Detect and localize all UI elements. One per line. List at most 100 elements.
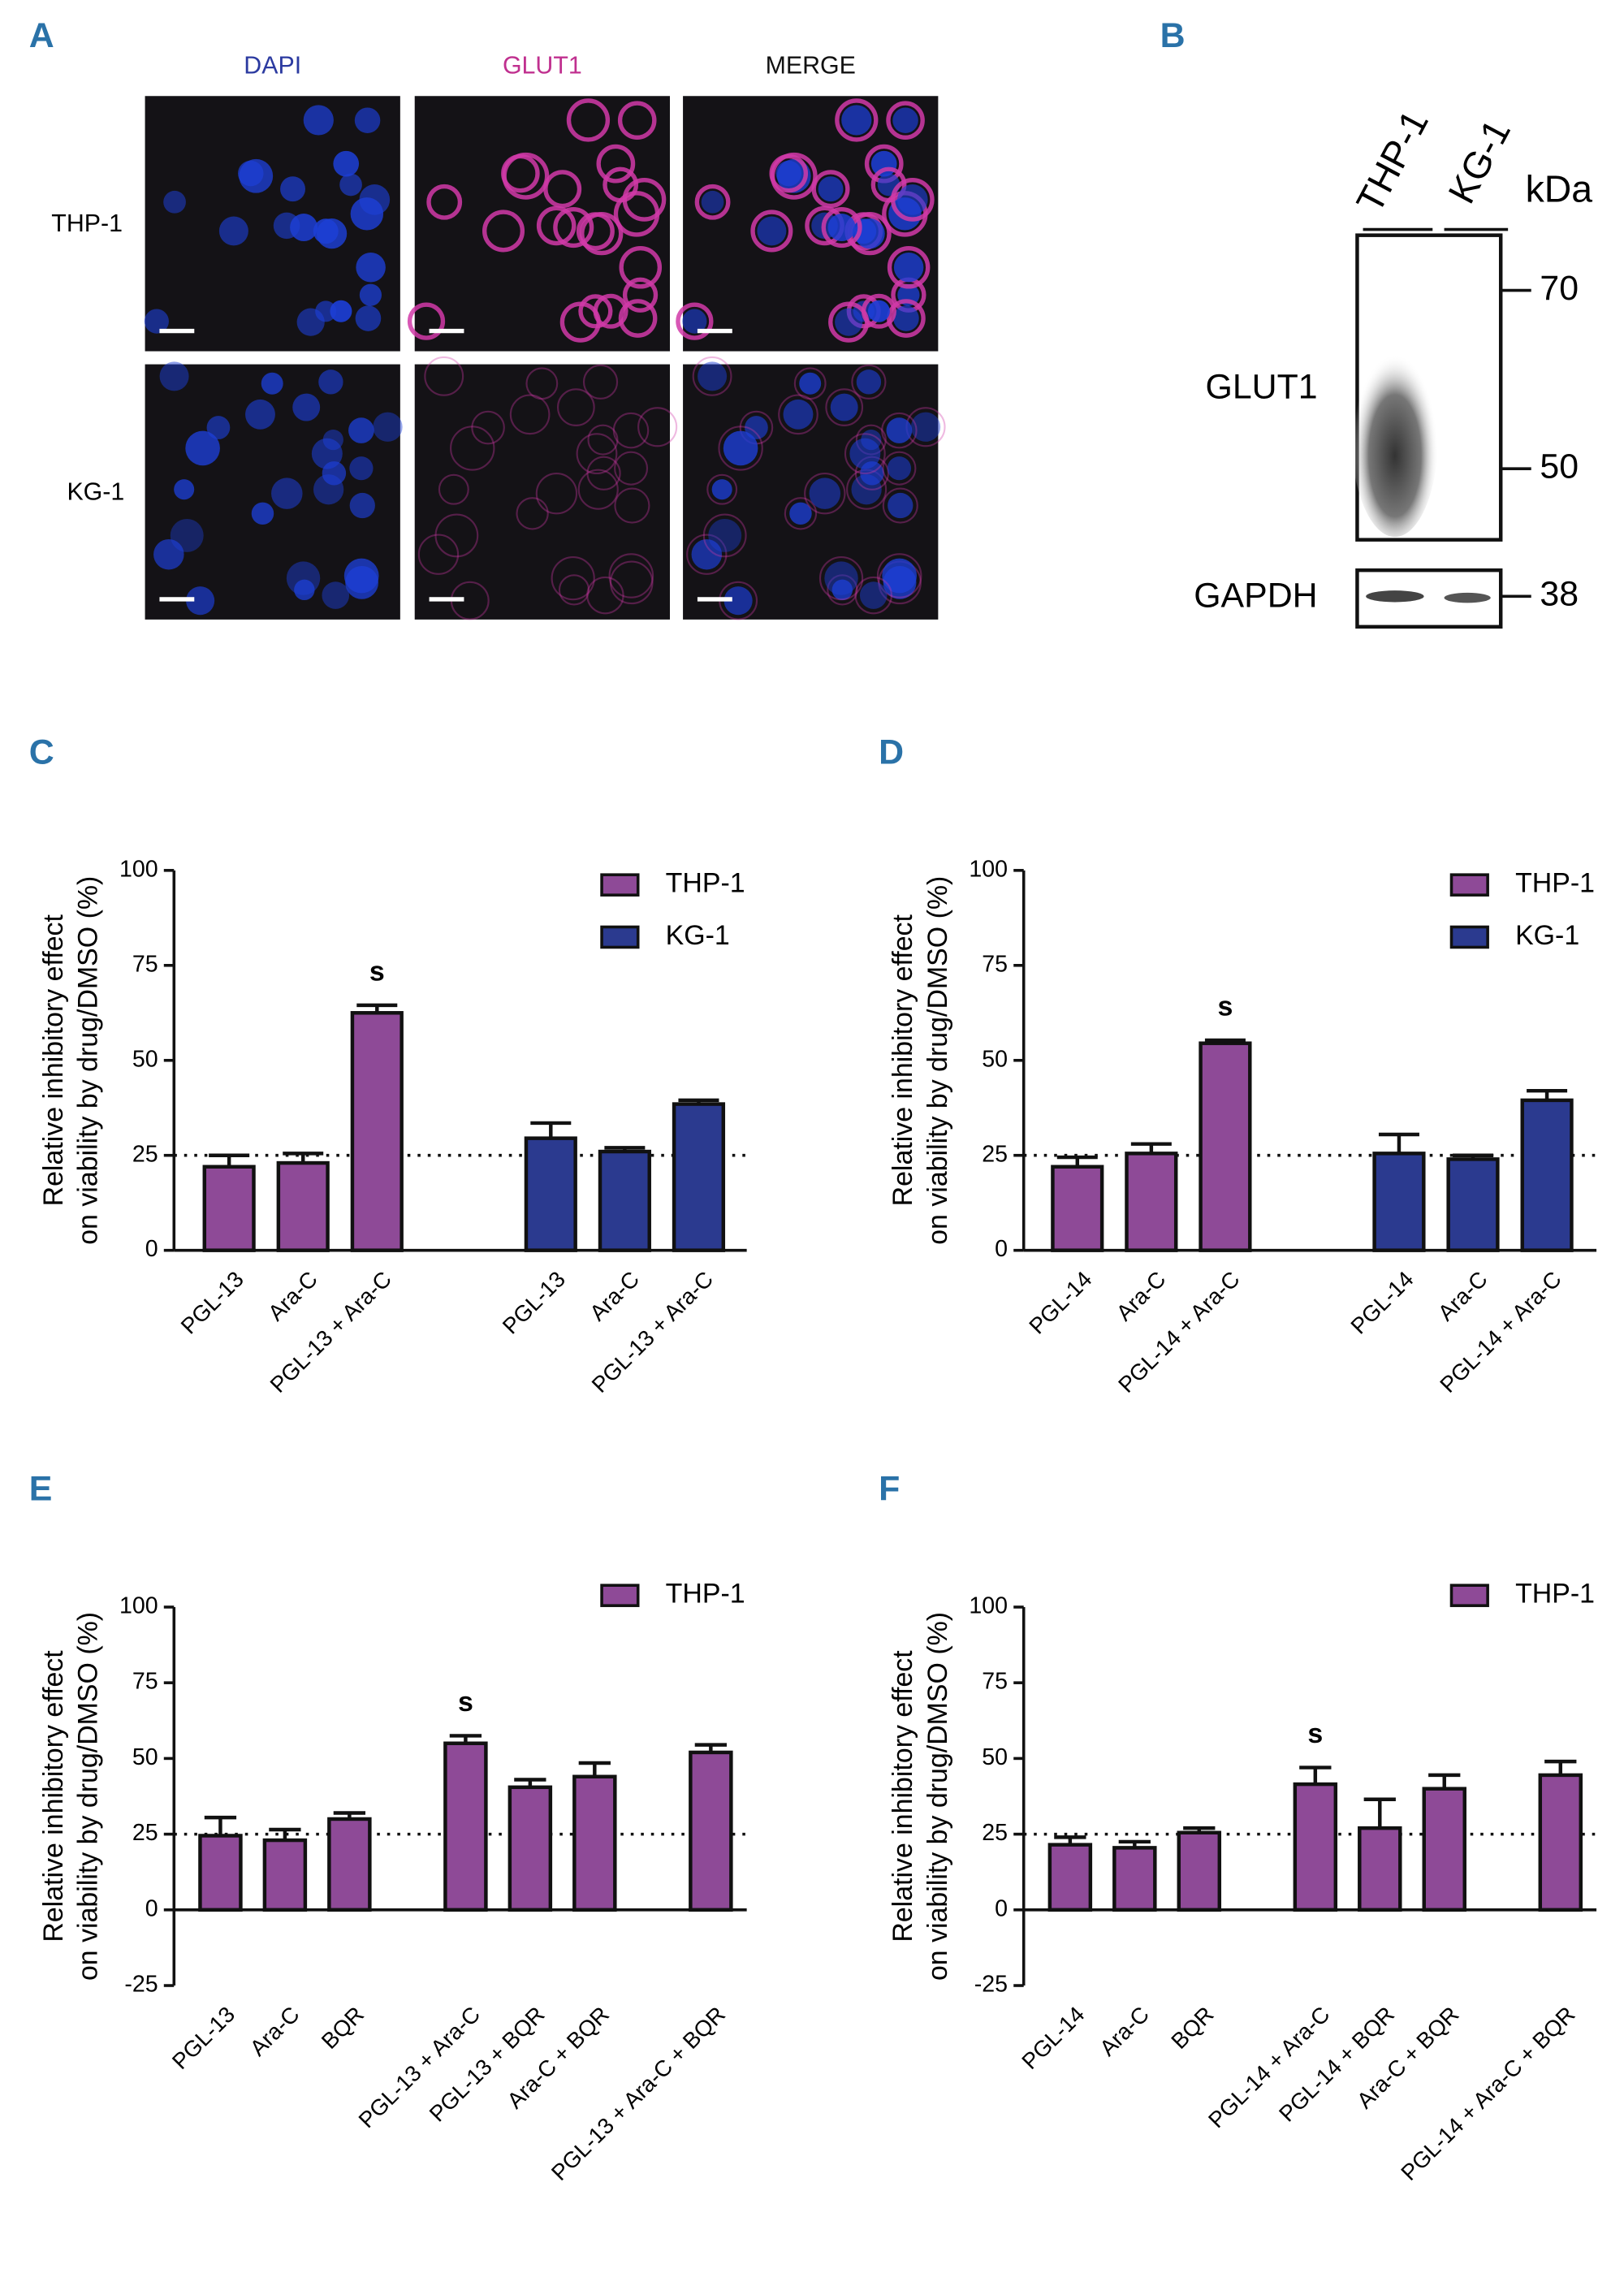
nucleus bbox=[261, 372, 283, 395]
error-bar bbox=[1527, 1088, 1568, 1100]
nucleus bbox=[886, 417, 913, 443]
micrograph bbox=[414, 364, 670, 620]
nucleus bbox=[691, 538, 723, 570]
membrane bbox=[551, 555, 595, 601]
membrane bbox=[861, 293, 896, 329]
error-bar bbox=[1378, 1132, 1419, 1154]
error-bar bbox=[1453, 1153, 1494, 1160]
y-tick-label: 100 bbox=[119, 856, 158, 882]
bar bbox=[508, 1785, 553, 1912]
row-title: KG-1 bbox=[67, 479, 124, 506]
membrane bbox=[471, 410, 505, 445]
marker-label: 70 bbox=[1540, 269, 1579, 308]
y-axis-label: Relative inhibitory effect bbox=[888, 914, 918, 1206]
nucleus bbox=[708, 518, 742, 552]
lane-label: THP-1 bbox=[1348, 103, 1436, 219]
row-title: THP-1 bbox=[51, 210, 123, 237]
nucleus bbox=[849, 438, 881, 469]
membrane bbox=[637, 407, 678, 447]
nucleus bbox=[783, 399, 814, 430]
membrane bbox=[692, 356, 732, 396]
nucleus bbox=[809, 478, 841, 509]
membrane bbox=[876, 553, 922, 598]
membrane bbox=[825, 388, 864, 426]
membrane bbox=[578, 294, 613, 329]
nucleus bbox=[835, 308, 863, 336]
bar bbox=[202, 1165, 256, 1252]
y-tick-label: 75 bbox=[982, 1669, 1008, 1695]
membrane bbox=[614, 487, 650, 524]
membrane bbox=[887, 299, 926, 338]
error-bar bbox=[356, 1003, 398, 1013]
membrane bbox=[509, 394, 551, 435]
nucleus bbox=[153, 538, 184, 570]
panel-label: E bbox=[29, 1469, 53, 1508]
y-axis-label: on viability by drug/DMSO (%) bbox=[73, 1612, 104, 1981]
nucleus bbox=[163, 190, 186, 214]
y-tick-label: 50 bbox=[982, 1046, 1008, 1072]
error-bar bbox=[1363, 1797, 1396, 1829]
legend-swatch bbox=[600, 873, 640, 897]
bar bbox=[350, 1011, 404, 1252]
y-axis-label: Relative inhibitory effect bbox=[888, 1650, 918, 1942]
bar bbox=[1538, 1773, 1583, 1912]
bar bbox=[572, 1774, 617, 1912]
nucleus bbox=[322, 581, 350, 609]
x-tick-label: Ara-C bbox=[263, 1266, 322, 1325]
y-tick-label: 75 bbox=[132, 951, 158, 977]
bar bbox=[1112, 1846, 1157, 1912]
bar bbox=[1125, 1152, 1178, 1252]
x-tick-label: Ara-C bbox=[245, 2002, 304, 2061]
error-bar bbox=[1056, 1155, 1098, 1167]
nucleus bbox=[311, 438, 343, 469]
panel-label: A bbox=[29, 16, 54, 55]
x-tick-label: Ara-C bbox=[1112, 1266, 1171, 1325]
nucleus bbox=[893, 305, 919, 331]
membrane bbox=[818, 555, 864, 601]
legend-label: THP-1 bbox=[666, 1579, 745, 1610]
membrane bbox=[543, 170, 582, 209]
bar bbox=[1199, 1041, 1252, 1252]
unit-label: kDa bbox=[1526, 167, 1593, 210]
membrane bbox=[854, 576, 892, 615]
membrane bbox=[676, 302, 714, 340]
x-tick-label: Ara-C bbox=[1433, 1266, 1492, 1325]
membrane bbox=[882, 487, 918, 524]
error-bar bbox=[269, 1827, 301, 1841]
nucleus bbox=[818, 176, 844, 202]
blot-band bbox=[1444, 592, 1491, 603]
membrane bbox=[516, 497, 549, 530]
nucleus bbox=[303, 105, 334, 136]
significance-label: s bbox=[369, 957, 385, 987]
nucleus bbox=[775, 160, 802, 187]
nucleus bbox=[290, 214, 318, 242]
nucleus bbox=[867, 300, 890, 322]
nucleus bbox=[185, 430, 220, 466]
membrane bbox=[608, 553, 654, 598]
nucleus bbox=[316, 218, 348, 249]
membrane bbox=[438, 473, 469, 505]
error-bar bbox=[1544, 1759, 1577, 1775]
bar bbox=[1358, 1826, 1402, 1912]
x-tick-label: PGL-13 bbox=[498, 1266, 570, 1338]
y-axis-label: on viability by drug/DMSO (%) bbox=[73, 876, 104, 1245]
nucleus bbox=[186, 586, 215, 616]
membrane bbox=[804, 472, 846, 515]
bar bbox=[262, 1838, 308, 1912]
nucleus bbox=[286, 561, 321, 595]
bar bbox=[689, 1750, 733, 1912]
error-bar bbox=[1118, 1839, 1151, 1848]
membrane bbox=[821, 206, 862, 248]
bar bbox=[1293, 1782, 1338, 1912]
y-tick-label: 0 bbox=[995, 1895, 1008, 1921]
y-tick-label: 0 bbox=[995, 1236, 1008, 1262]
error-bar bbox=[514, 1778, 546, 1787]
membrane bbox=[881, 412, 918, 449]
nucleus bbox=[723, 430, 758, 466]
lane-label: KG-1 bbox=[1440, 113, 1518, 210]
y-tick-label: -25 bbox=[974, 1972, 1008, 1998]
membrane bbox=[827, 574, 858, 606]
y-tick-label: 50 bbox=[132, 1744, 158, 1770]
